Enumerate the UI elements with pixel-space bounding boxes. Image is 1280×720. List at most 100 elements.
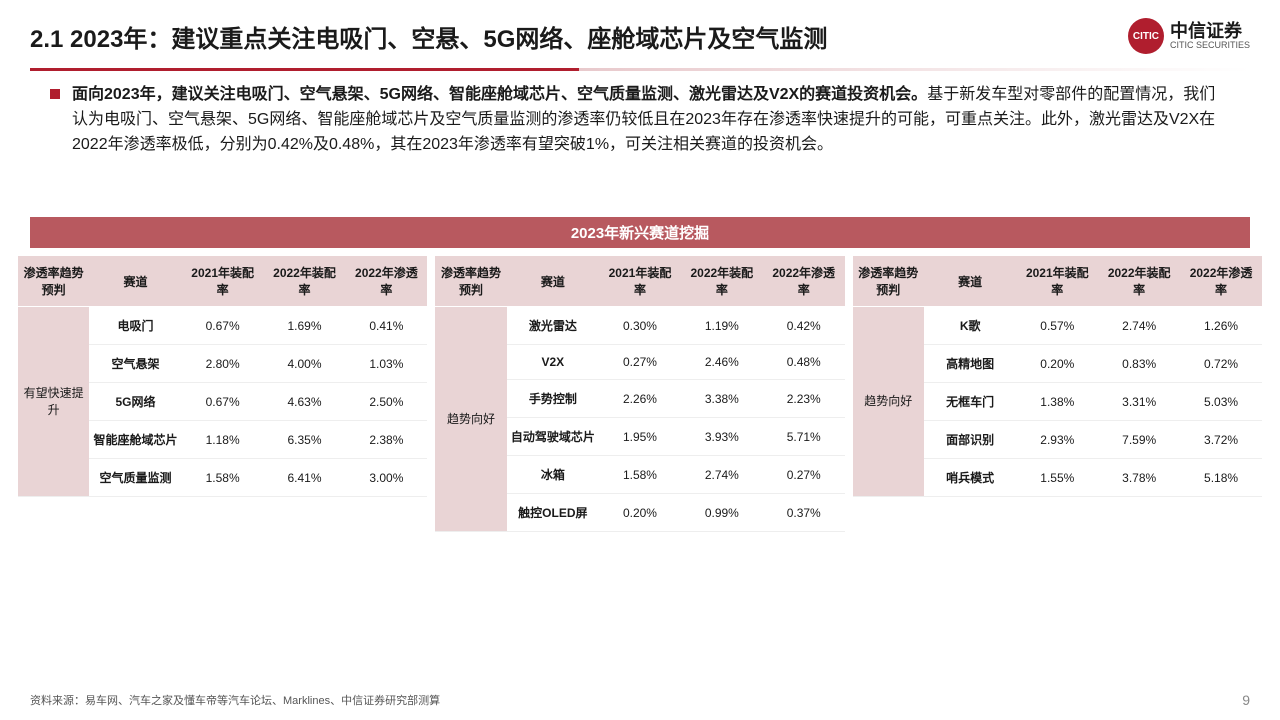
value-cell: 1.03% <box>345 345 427 383</box>
value-cell: 1.18% <box>182 421 264 459</box>
trend-cell: 趋势向好 <box>435 307 506 532</box>
value-cell: 0.37% <box>763 494 845 532</box>
value-cell: 0.67% <box>182 307 264 345</box>
data-source: 资料来源：易车网、汽车之家及懂车帝等汽车论坛、Marklines、中信证券研究部… <box>30 692 440 708</box>
track-cell: 高精地图 <box>924 345 1016 383</box>
body-paragraph: 面向2023年，建议关注电吸门、空气悬架、5G网络、智能座舱域芯片、空气质量监测… <box>0 83 1280 157</box>
value-cell: 1.58% <box>599 456 681 494</box>
col-header: 2021年装配率 <box>182 256 264 307</box>
trend-cell: 趋势向好 <box>853 307 924 497</box>
value-cell: 2.74% <box>681 456 763 494</box>
value-cell: 0.48% <box>763 345 845 380</box>
col-header: 2022年渗透率 <box>1180 256 1262 307</box>
col-header: 赛道 <box>924 256 1016 307</box>
value-cell: 3.72% <box>1180 421 1262 459</box>
value-cell: 3.38% <box>681 380 763 418</box>
tables-container: 渗透率趋势预判 赛道 2021年装配率 2022年装配率 2022年渗透率 有望… <box>0 256 1280 532</box>
table-title: 2023年新兴赛道挖掘 <box>30 217 1250 248</box>
page-number: 9 <box>1242 692 1250 708</box>
value-cell: 0.27% <box>763 456 845 494</box>
logo-text-en: CITIC SECURITIES <box>1170 40 1250 51</box>
value-cell: 3.00% <box>345 459 427 497</box>
col-header: 渗透率趋势预判 <box>853 256 924 307</box>
value-cell: 5.03% <box>1180 383 1262 421</box>
track-cell: 空气悬架 <box>89 345 181 383</box>
value-cell: 5.71% <box>763 418 845 456</box>
value-cell: 3.93% <box>681 418 763 456</box>
track-cell: K歌 <box>924 307 1016 345</box>
value-cell: 2.23% <box>763 380 845 418</box>
track-cell: 5G网络 <box>89 383 181 421</box>
track-cell: 面部识别 <box>924 421 1016 459</box>
paragraph-bold: 面向2023年，建议关注电吸门、空气悬架、5G网络、智能座舱域芯片、空气质量监测… <box>72 86 927 103</box>
col-header: 2022年装配率 <box>681 256 763 307</box>
value-cell: 2.46% <box>681 345 763 380</box>
table-group-3: 渗透率趋势预判 赛道 2021年装配率 2022年装配率 2022年渗透率 趋势… <box>853 256 1262 532</box>
table-header-row: 渗透率趋势预判 赛道 2021年装配率 2022年装配率 2022年渗透率 <box>18 256 427 307</box>
track-cell: 触控OLED屏 <box>507 494 599 532</box>
col-header: 赛道 <box>89 256 181 307</box>
value-cell: 2.93% <box>1016 421 1098 459</box>
value-cell: 6.41% <box>264 459 346 497</box>
track-cell: 激光雷达 <box>507 307 599 345</box>
table-row: 趋势向好K歌0.57%2.74%1.26% <box>853 307 1262 345</box>
value-cell: 0.27% <box>599 345 681 380</box>
bullet-icon <box>50 89 60 99</box>
col-header: 2021年装配率 <box>1016 256 1098 307</box>
track-cell: 哨兵模式 <box>924 459 1016 497</box>
track-cell: 智能座舱域芯片 <box>89 421 181 459</box>
value-cell: 0.41% <box>345 307 427 345</box>
value-cell: 6.35% <box>264 421 346 459</box>
track-cell: 空气质量监测 <box>89 459 181 497</box>
table-group-2: 渗透率趋势预判 赛道 2021年装配率 2022年装配率 2022年渗透率 趋势… <box>435 256 844 532</box>
track-cell: 电吸门 <box>89 307 181 345</box>
value-cell: 0.42% <box>763 307 845 345</box>
track-cell: 手势控制 <box>507 380 599 418</box>
value-cell: 0.83% <box>1098 345 1180 383</box>
col-header: 2022年渗透率 <box>345 256 427 307</box>
col-header: 2021年装配率 <box>599 256 681 307</box>
value-cell: 0.20% <box>1016 345 1098 383</box>
company-logo: CITIC 中信证券 CITIC SECURITIES <box>1128 18 1250 54</box>
table-header-row: 渗透率趋势预判 赛道 2021年装配率 2022年装配率 2022年渗透率 <box>853 256 1262 307</box>
value-cell: 4.00% <box>264 345 346 383</box>
value-cell: 0.72% <box>1180 345 1262 383</box>
value-cell: 2.26% <box>599 380 681 418</box>
value-cell: 1.69% <box>264 307 346 345</box>
track-cell: 冰箱 <box>507 456 599 494</box>
table-group-1: 渗透率趋势预判 赛道 2021年装配率 2022年装配率 2022年渗透率 有望… <box>18 256 427 532</box>
value-cell: 0.57% <box>1016 307 1098 345</box>
trend-cell: 有望快速提升 <box>18 307 89 497</box>
value-cell: 3.78% <box>1098 459 1180 497</box>
logo-icon: CITIC <box>1128 18 1164 54</box>
value-cell: 2.74% <box>1098 307 1180 345</box>
value-cell: 0.30% <box>599 307 681 345</box>
table-row: 有望快速提升电吸门0.67%1.69%0.41% <box>18 307 427 345</box>
value-cell: 0.20% <box>599 494 681 532</box>
value-cell: 0.67% <box>182 383 264 421</box>
logo-text-cn: 中信证券 <box>1170 22 1250 40</box>
value-cell: 3.31% <box>1098 383 1180 421</box>
table-row: 趋势向好激光雷达0.30%1.19%0.42% <box>435 307 844 345</box>
value-cell: 1.38% <box>1016 383 1098 421</box>
value-cell: 1.58% <box>182 459 264 497</box>
col-header: 2022年装配率 <box>264 256 346 307</box>
track-cell: 自动驾驶域芯片 <box>507 418 599 456</box>
col-header: 2022年装配率 <box>1098 256 1180 307</box>
value-cell: 2.50% <box>345 383 427 421</box>
col-header: 赛道 <box>507 256 599 307</box>
slide-title: 2.1 2023年：建议重点关注电吸门、空悬、5G网络、座舱域芯片及空气监测 <box>30 19 827 54</box>
table-header-row: 渗透率趋势预判 赛道 2021年装配率 2022年装配率 2022年渗透率 <box>435 256 844 307</box>
value-cell: 5.18% <box>1180 459 1262 497</box>
track-cell: V2X <box>507 345 599 380</box>
value-cell: 7.59% <box>1098 421 1180 459</box>
value-cell: 1.55% <box>1016 459 1098 497</box>
value-cell: 0.99% <box>681 494 763 532</box>
track-cell: 无框车门 <box>924 383 1016 421</box>
col-header: 渗透率趋势预判 <box>435 256 506 307</box>
header-divider <box>30 68 1250 71</box>
value-cell: 2.38% <box>345 421 427 459</box>
value-cell: 1.26% <box>1180 307 1262 345</box>
value-cell: 2.80% <box>182 345 264 383</box>
value-cell: 1.95% <box>599 418 681 456</box>
